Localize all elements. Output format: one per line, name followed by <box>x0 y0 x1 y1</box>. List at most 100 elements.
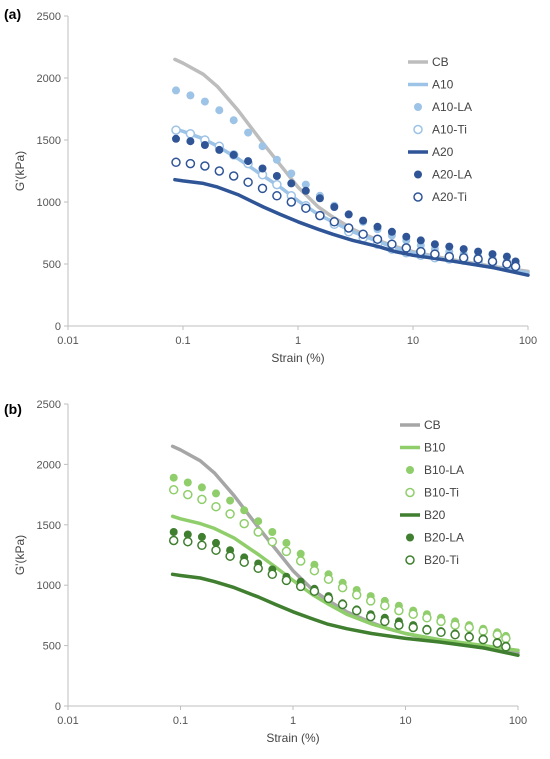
data-point <box>474 247 483 256</box>
y-tick-label: 1500 <box>37 520 61 532</box>
x-tick-label: 10 <box>399 715 411 727</box>
data-point <box>183 530 192 539</box>
data-point <box>464 632 474 642</box>
data-point <box>183 489 193 500</box>
data-point <box>430 240 439 249</box>
data-point <box>422 613 432 623</box>
data-point <box>464 622 474 633</box>
data-point <box>244 157 253 166</box>
data-point <box>492 638 503 648</box>
data-point <box>186 137 195 146</box>
y-tick-label: 2000 <box>37 459 61 471</box>
legend-label: B10-Ti <box>424 486 459 500</box>
data-point <box>214 166 225 176</box>
legend-label: A10-Ti <box>432 123 467 137</box>
data-point <box>229 116 238 125</box>
y-tick-label: 2500 <box>37 11 61 23</box>
x-tick-label: 100 <box>519 335 537 347</box>
x-axis-title: Strain (%) <box>271 351 324 365</box>
data-point <box>394 605 404 616</box>
data-point <box>212 538 220 547</box>
legend-label: A20-Ti <box>432 190 467 204</box>
data-point <box>510 261 521 272</box>
data-point <box>401 243 412 253</box>
legend-label: A20-LA <box>432 168 472 182</box>
data-point <box>286 197 297 207</box>
legend-swatch-marker <box>405 555 415 565</box>
data-point <box>359 216 368 225</box>
y-axis-title: G'(kPa) <box>13 535 27 575</box>
data-point <box>169 473 178 482</box>
data-point <box>501 633 511 644</box>
data-point <box>373 222 382 231</box>
x-tick-label: 10 <box>407 335 419 347</box>
legend-label: B20-LA <box>424 531 464 545</box>
data-point <box>387 227 396 236</box>
series-b20 <box>170 572 520 658</box>
data-point <box>197 483 206 492</box>
data-point <box>171 125 181 135</box>
data-point <box>253 527 263 537</box>
data-point <box>211 545 221 555</box>
series-a20-la <box>172 134 520 266</box>
data-point <box>488 250 497 259</box>
data-point <box>296 549 305 558</box>
data-point <box>215 145 224 154</box>
data-point <box>380 600 390 611</box>
data-point <box>282 538 291 547</box>
data-point <box>281 546 292 557</box>
legend-swatch-marker <box>406 533 414 542</box>
data-point <box>301 180 310 189</box>
data-point <box>301 203 311 213</box>
data-point <box>436 627 446 638</box>
series-a20 <box>173 177 530 277</box>
data-point <box>168 535 179 546</box>
data-point <box>487 256 498 267</box>
data-point <box>329 217 340 227</box>
data-point <box>309 586 320 596</box>
panel-label: (a) <box>4 6 21 22</box>
data-point <box>358 229 368 239</box>
legend-label: B20-Ti <box>424 553 459 567</box>
data-point <box>183 536 193 547</box>
legend-label: A10-LA <box>432 100 472 114</box>
series-cb <box>170 444 520 655</box>
series-b20-ti <box>168 535 511 652</box>
data-point <box>422 625 432 635</box>
legend-label: B20 <box>424 508 446 522</box>
data-point <box>408 622 418 633</box>
data-point <box>257 183 268 194</box>
y-tick-label: 2000 <box>37 73 61 85</box>
data-point <box>258 164 267 173</box>
data-point <box>492 629 503 640</box>
data-point <box>215 106 224 115</box>
data-point <box>243 177 253 187</box>
series-line <box>173 177 530 277</box>
data-point <box>171 157 181 168</box>
y-axis-title: G'(kPa) <box>13 151 27 191</box>
x-axis-title: Strain (%) <box>266 731 319 745</box>
y-tick-label: 1500 <box>37 135 61 147</box>
legend-swatch-marker <box>405 487 415 498</box>
data-point <box>344 210 353 219</box>
panel-b: (b) 0 500 1000 1500 2000 2500 0.01 0.1 1 10 100 Stra… <box>4 399 527 745</box>
data-point <box>436 616 446 627</box>
data-point <box>212 489 220 498</box>
data-point <box>267 569 278 580</box>
data-point <box>268 528 277 536</box>
data-point <box>229 150 238 159</box>
data-point <box>337 599 348 610</box>
x-tick-label: 0.01 <box>57 715 78 727</box>
data-point <box>458 253 469 263</box>
data-point <box>185 129 196 139</box>
data-point <box>502 252 511 261</box>
data-point <box>408 609 418 619</box>
series-b10-ti <box>168 485 511 644</box>
data-point <box>343 223 354 233</box>
legend-swatch-marker <box>413 124 423 135</box>
data-point <box>416 236 425 245</box>
data-point <box>478 634 488 645</box>
legend-label: B10-LA <box>424 463 464 477</box>
data-point <box>450 629 460 640</box>
